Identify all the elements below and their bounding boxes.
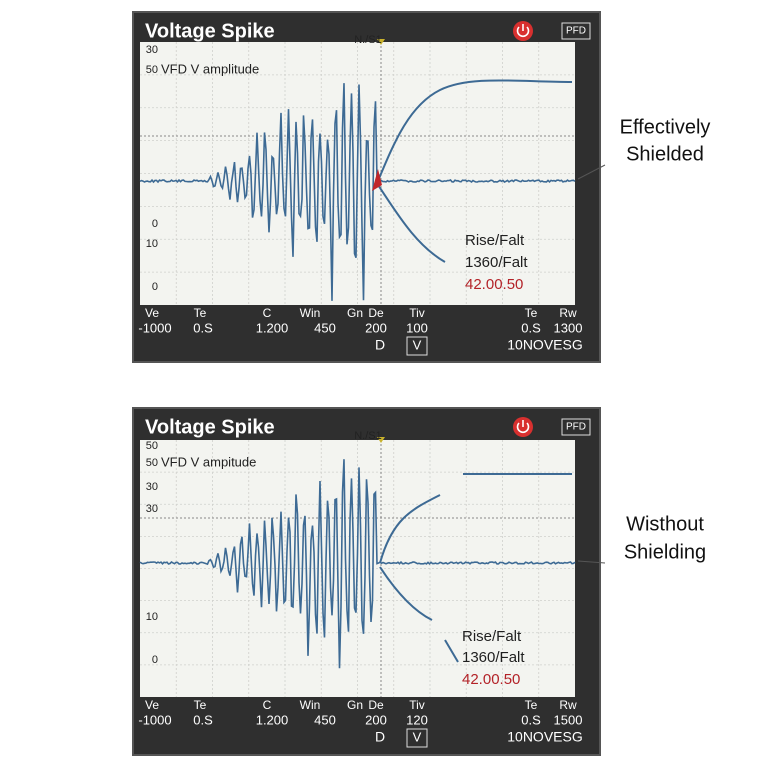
annotation: 1360/Falt [465,254,528,271]
leader-line [577,164,606,180]
param-value: 450 [314,320,336,335]
spike-highlight [372,169,382,191]
param-name: Tiv [409,698,425,712]
param-value: 0.S [193,320,213,335]
footer-box [406,728,428,748]
side-label: Wisthout [626,513,704,535]
y-tick-label: 0 [152,281,158,293]
param-name: Te [525,698,538,712]
trigger-marker [377,39,385,45]
y-tick-label: 50 [146,440,158,452]
annotation: Rise/Falt [465,232,525,249]
param-value: 200 [365,320,387,335]
param-name: Ve [145,698,159,712]
param-name: Tiv [409,306,425,320]
y-tick-label: 30 [146,481,158,493]
param-name: Gn [347,306,363,320]
param-name: Te [194,698,207,712]
param-value: 1.200 [256,320,289,335]
param-name: C [263,698,272,712]
footer-label: V [413,729,422,744]
annotation: Rise/Falt [462,628,522,645]
badge-box [561,418,591,436]
footer-label: 10NOVESG [507,337,582,353]
waveform [139,83,576,301]
y-tick-label: 50 [146,64,158,76]
side-label: Effectively [620,116,711,138]
param-name: C [263,306,272,320]
param-name: De [368,698,384,712]
param-name: Gn [347,698,363,712]
side-label: Shielding [624,541,706,563]
y-tick-label: 10 [146,611,158,623]
param-value: 0.S [193,712,213,727]
annotation: 42.00.50 [465,276,523,293]
param-value: 450 [314,712,336,727]
param-name: De [368,306,384,320]
annotation: 1360/Falt [462,649,525,666]
amplitude-label: VFD V ampitude [161,454,256,469]
param-name: Ve [145,306,159,320]
param-name: Win [300,306,321,320]
leader-line [577,560,606,564]
badge: PFD [566,26,586,37]
y-tick-label: 30 [146,503,158,515]
param-value: -1000 [138,320,171,335]
param-value: 1500 [554,712,583,727]
footer-label: 10NOVESG [507,729,582,745]
param-name: Rw [559,698,577,712]
param-value: 1300 [554,320,583,335]
badge-box [561,22,591,40]
power-icon [516,420,530,434]
amplitude-label: VFD V amplitude [161,61,259,76]
side-label: Shielded [626,143,704,165]
scope-title: Voltage Spike [145,20,275,42]
footer-box [406,336,428,356]
fall-tail [444,639,459,663]
footer-label: D [375,729,385,745]
fall-curve [379,566,433,621]
param-value: -1000 [138,712,171,727]
waveform [139,459,576,669]
param-name: Rw [559,306,577,320]
rise-curve [377,79,573,182]
param-value: 200 [365,712,387,727]
param-value: 0.S [521,712,541,727]
footer-label: V [413,337,422,352]
param-name: Te [525,306,538,320]
trigger-marker [377,437,385,443]
power-icon [516,24,530,38]
y-tick-label: 0 [152,654,158,666]
footer-label: D [375,337,385,353]
y-tick-label: 30 [146,44,158,56]
y-tick-label: 50 [146,457,158,469]
fall-curve [377,184,446,263]
badge: PFD [566,422,586,433]
rise-curve [379,494,441,564]
param-value: 0.S [521,320,541,335]
annotation: 42.00.50 [462,671,520,688]
param-value: 120 [406,712,428,727]
param-value: 1.200 [256,712,289,727]
param-value: 100 [406,320,428,335]
y-tick-label: 10 [146,238,158,250]
param-name: Te [194,306,207,320]
param-name: Win [300,698,321,712]
y-tick-label: 0 [152,218,158,230]
channel-marker: N./S1 [354,34,382,46]
scope-title: Voltage Spike [145,416,275,438]
channel-marker: N./S1 [354,430,382,442]
